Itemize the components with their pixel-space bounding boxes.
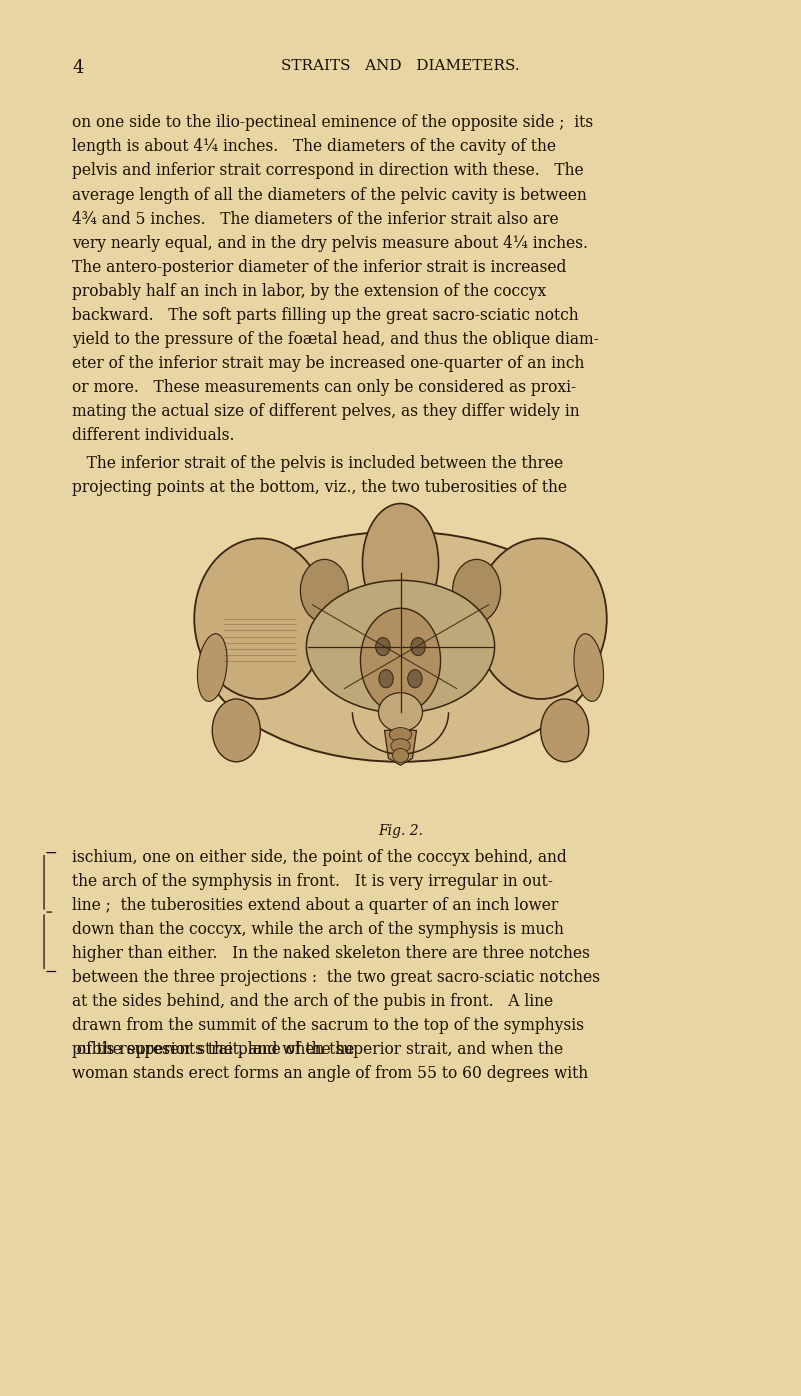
Ellipse shape bbox=[306, 581, 495, 713]
Text: down than the coccyx, while the arch of the symphysis is much: down than the coccyx, while the arch of … bbox=[72, 921, 564, 938]
Text: between the three projections :  the two great sacro-sciatic notches: between the three projections : the two … bbox=[72, 969, 600, 986]
Ellipse shape bbox=[300, 560, 348, 623]
Ellipse shape bbox=[408, 670, 422, 688]
Ellipse shape bbox=[379, 670, 393, 688]
Text: woman stands erect forms an angle of from 55 to 60 degrees with: woman stands erect forms an angle of fro… bbox=[72, 1065, 588, 1082]
Ellipse shape bbox=[391, 738, 410, 752]
Ellipse shape bbox=[541, 699, 589, 762]
Ellipse shape bbox=[376, 638, 390, 656]
Ellipse shape bbox=[362, 504, 439, 623]
Text: very nearly equal, and in the dry pelvis measure about 4¼ inches.: very nearly equal, and in the dry pelvis… bbox=[72, 235, 588, 251]
Text: drawn from the summit of the sacrum to the top of the symphysis: drawn from the summit of the sacrum to t… bbox=[72, 1018, 584, 1034]
Text: eter of the inferior strait may be increased one-quarter of an inch: eter of the inferior strait may be incre… bbox=[72, 355, 585, 371]
Text: mating the actual size of different pelves, as they differ widely in: mating the actual size of different pelv… bbox=[72, 402, 580, 420]
Text: or more.   These measurements can only be considered as proxi-: or more. These measurements can only be … bbox=[72, 378, 576, 395]
Text: backward.   The soft parts filling up the great sacro-sciatic notch: backward. The soft parts filling up the … bbox=[72, 307, 578, 324]
Ellipse shape bbox=[475, 539, 607, 699]
Ellipse shape bbox=[453, 560, 501, 623]
Ellipse shape bbox=[200, 532, 601, 762]
FancyBboxPatch shape bbox=[136, 507, 665, 814]
Text: line ;  the tuberosities extend about a quarter of an inch lower: line ; the tuberosities extend about a q… bbox=[72, 898, 558, 914]
Text: on one side to the ilio-pectineal eminence of the opposite side ;  its: on one side to the ilio-pectineal eminen… bbox=[72, 114, 594, 131]
Text: the arch of the symphysis in front.   It is very irregular in out-: the arch of the symphysis in front. It i… bbox=[72, 872, 553, 891]
Text: different individuals.: different individuals. bbox=[72, 427, 235, 444]
Text: higher than either.   In the naked skeleton there are three notches: higher than either. In the naked skeleto… bbox=[72, 945, 590, 962]
Ellipse shape bbox=[392, 748, 409, 762]
Text: The inferior strait of the pelvis is included between the three: The inferior strait of the pelvis is inc… bbox=[72, 455, 563, 472]
Text: at the sides behind, and the arch of the pubis in front.   A line: at the sides behind, and the arch of the… bbox=[72, 993, 553, 1011]
Text: The antero-posterior diameter of the inferior strait is increased: The antero-posterior diameter of the inf… bbox=[72, 258, 566, 275]
Text: length is about 4¼ inches.   The diameters of the cavity of the: length is about 4¼ inches. The diameters… bbox=[72, 138, 556, 155]
Text: pelvis and inferior strait correspond in direction with these.   The: pelvis and inferior strait correspond in… bbox=[72, 162, 584, 180]
Ellipse shape bbox=[212, 699, 260, 762]
Text: projecting points at the bottom, viz., the two tuberosities of the: projecting points at the bottom, viz., t… bbox=[72, 479, 567, 496]
Ellipse shape bbox=[195, 539, 327, 699]
Text: ischium, one on either side, the point of the coccyx behind, and: ischium, one on either side, the point o… bbox=[72, 849, 567, 866]
Text: 4¾ and 5 inches.   The diameters of the inferior strait also are: 4¾ and 5 inches. The diameters of the in… bbox=[72, 211, 559, 228]
Text: average length of all the diameters of the pelvic cavity is between: average length of all the diameters of t… bbox=[72, 187, 587, 204]
Ellipse shape bbox=[197, 634, 227, 701]
Ellipse shape bbox=[379, 692, 423, 732]
Ellipse shape bbox=[411, 638, 425, 656]
Text: probably half an inch in labor, by the extension of the coccyx: probably half an inch in labor, by the e… bbox=[72, 282, 546, 300]
Polygon shape bbox=[384, 730, 417, 765]
Text: Fig. 2.: Fig. 2. bbox=[378, 824, 423, 838]
Ellipse shape bbox=[360, 609, 441, 713]
Text: yield to the pressure of the foætal head, and thus the oblique diam-: yield to the pressure of the foætal head… bbox=[72, 331, 599, 348]
Text: of the superior strait, and when the: of the superior strait, and when the bbox=[72, 1041, 355, 1058]
Ellipse shape bbox=[389, 727, 412, 741]
Ellipse shape bbox=[574, 634, 604, 701]
Text: 4: 4 bbox=[72, 59, 83, 77]
Text: pubis represents the plane of the superior strait, and when the: pubis represents the plane of the superi… bbox=[72, 1041, 563, 1058]
Text: STRAITS   AND   DIAMETERS.: STRAITS AND DIAMETERS. bbox=[281, 59, 520, 73]
